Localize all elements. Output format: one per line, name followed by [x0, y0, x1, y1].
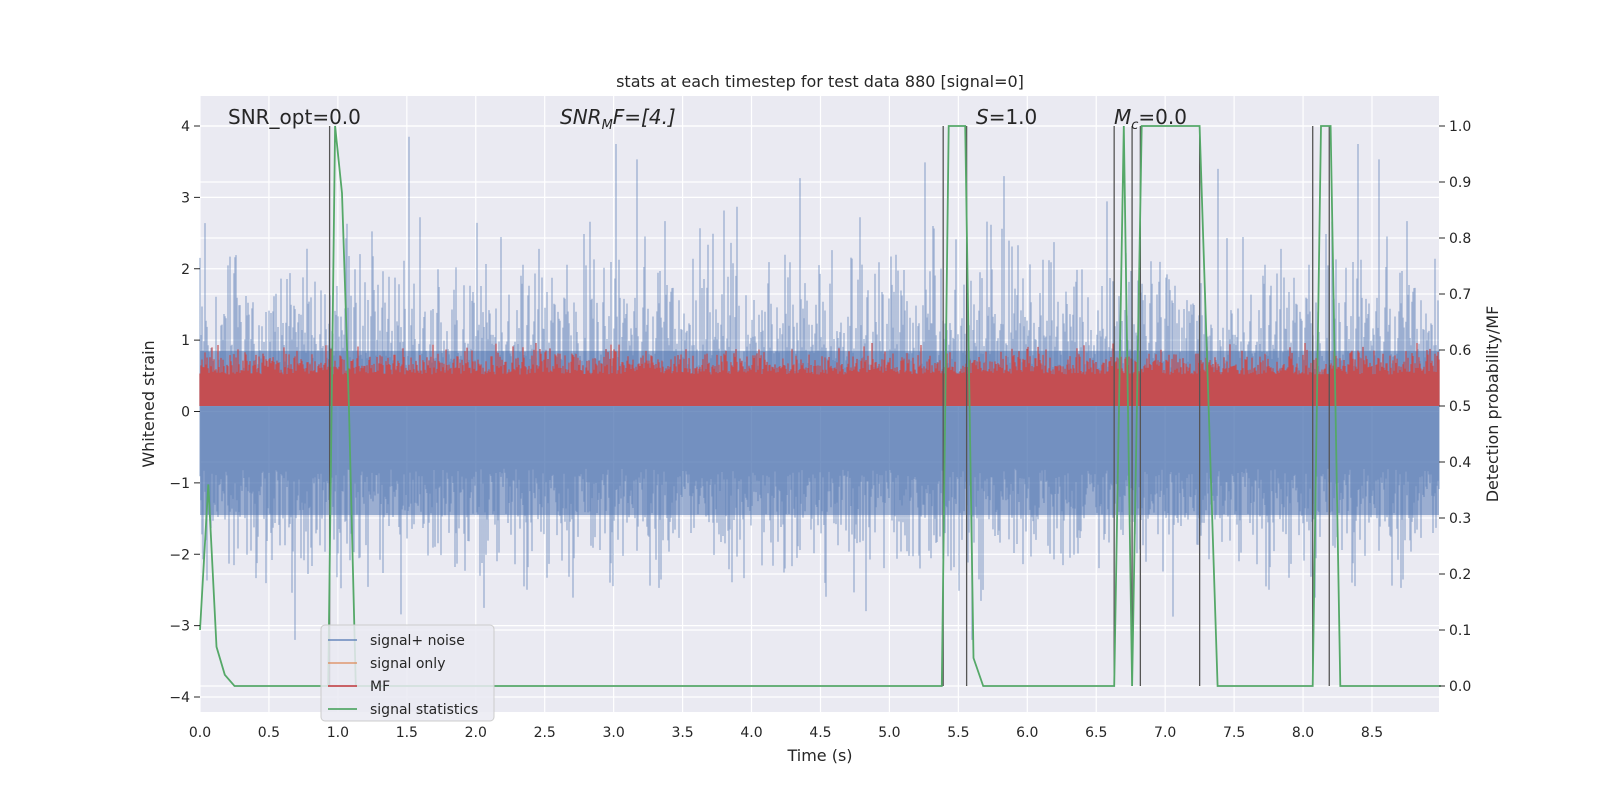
x-tick-label: 3.0 — [603, 725, 625, 741]
x-tick-label: 1.5 — [396, 725, 418, 741]
signal-statistics-line — [199, 125, 1441, 687]
annotation-snr-opt: SNR_opt=0.0 — [228, 105, 361, 129]
annotation-s: S=1.0 — [976, 105, 1037, 129]
y-tick-label: −3 — [169, 619, 190, 635]
y-axis-left: 4 3 2 1 0 −1 −2 −3 −4 — [169, 119, 200, 706]
y-axis-label: Whitened strain — [139, 340, 158, 467]
y-tick-label: 4 — [181, 119, 190, 135]
legend-label: MF — [370, 679, 390, 695]
y2-tick-label: 0.7 — [1449, 287, 1471, 303]
x-tick-label: 5.5 — [947, 725, 969, 741]
x-tick-label: 7.5 — [1223, 725, 1245, 741]
y-tick-label: 1 — [181, 333, 190, 349]
series-signal-statistics — [199, 125, 1441, 687]
x-tick-label: 0.0 — [189, 725, 211, 741]
annotation-mc-sub: c — [1131, 118, 1138, 133]
annotation-snr-mf-main: SNR — [560, 105, 602, 129]
y-tick-label: 2 — [181, 262, 190, 278]
annotation-snr-mf-sub: M — [602, 118, 613, 133]
annotation-s-rest: =1.0 — [989, 105, 1038, 129]
y2-tick-label: 0.1 — [1449, 623, 1471, 639]
y-tick-label: −1 — [169, 476, 190, 492]
x-tick-label: 6.0 — [1016, 725, 1038, 741]
y2-tick-label: 0.0 — [1449, 679, 1471, 695]
x-tick-label: 7.0 — [1154, 725, 1176, 741]
y-tick-label: −4 — [169, 690, 190, 706]
legend: signal+ noise signal only MF signal statist… — [320, 624, 495, 722]
annotation-mc-rest: =0.0 — [1138, 105, 1187, 129]
y2-tick-label: 0.6 — [1449, 343, 1471, 359]
y-axis-right: 1.0 0.9 0.8 0.7 0.6 0.5 0.4 0.3 0.2 0.1 0.0 — [1439, 119, 1471, 695]
series-mf — [199, 343, 1440, 406]
x-tick-label: 8.0 — [1292, 725, 1314, 741]
x-tick-label: 3.5 — [671, 725, 693, 741]
x-tick-label: 2.5 — [534, 725, 556, 741]
y-tick-label: 0 — [181, 405, 190, 421]
y2-tick-label: 0.4 — [1449, 455, 1471, 471]
x-tick-label: 4.5 — [809, 725, 831, 741]
x-axis-label: Time (s) — [786, 746, 852, 765]
y2-tick-label: 0.3 — [1449, 511, 1471, 527]
y2-tick-label: 0.2 — [1449, 567, 1471, 583]
annotation-snr-mf-rest: F=[4.] — [613, 105, 676, 129]
x-tick-label: 0.5 — [258, 725, 280, 741]
x-tick-label: 5.0 — [878, 725, 900, 741]
legend-box — [320, 624, 495, 722]
annotation-mc-main: M — [1114, 105, 1131, 129]
y2-tick-label: 0.8 — [1449, 231, 1471, 247]
annotation-s-main: S — [976, 105, 989, 129]
chart-title: stats at each timestep for test data 880… — [616, 72, 1024, 91]
y-tick-label: 3 — [181, 190, 190, 206]
x-tick-label: 2.0 — [465, 725, 487, 741]
annotation-mc: Mc=0.0 — [1114, 105, 1187, 133]
y2-axis-label: Detection probability/MF — [1483, 306, 1502, 503]
x-tick-label: 4.0 — [740, 725, 762, 741]
legend-label: signal only — [370, 656, 445, 672]
y-tick-label: −2 — [169, 547, 190, 563]
annotation-snr-mf: SNRMF=[4.] — [560, 105, 676, 133]
legend-label: signal statistics — [370, 702, 478, 718]
x-tick-label: 8.5 — [1361, 725, 1383, 741]
y2-tick-label: 1.0 — [1449, 119, 1471, 135]
x-tick-label: 6.5 — [1085, 725, 1107, 741]
y2-tick-label: 0.9 — [1449, 175, 1471, 191]
y2-tick-label: 0.5 — [1449, 399, 1471, 415]
x-axis: 0.0 0.5 1.0 1.5 2.0 2.5 3.0 3.5 4.0 4.5 5.0 5.5 6.0 6… — [189, 725, 1383, 741]
mf-core — [200, 380, 1439, 401]
x-tick-label: 1.0 — [327, 725, 349, 741]
legend-label: signal+ noise — [370, 633, 465, 649]
